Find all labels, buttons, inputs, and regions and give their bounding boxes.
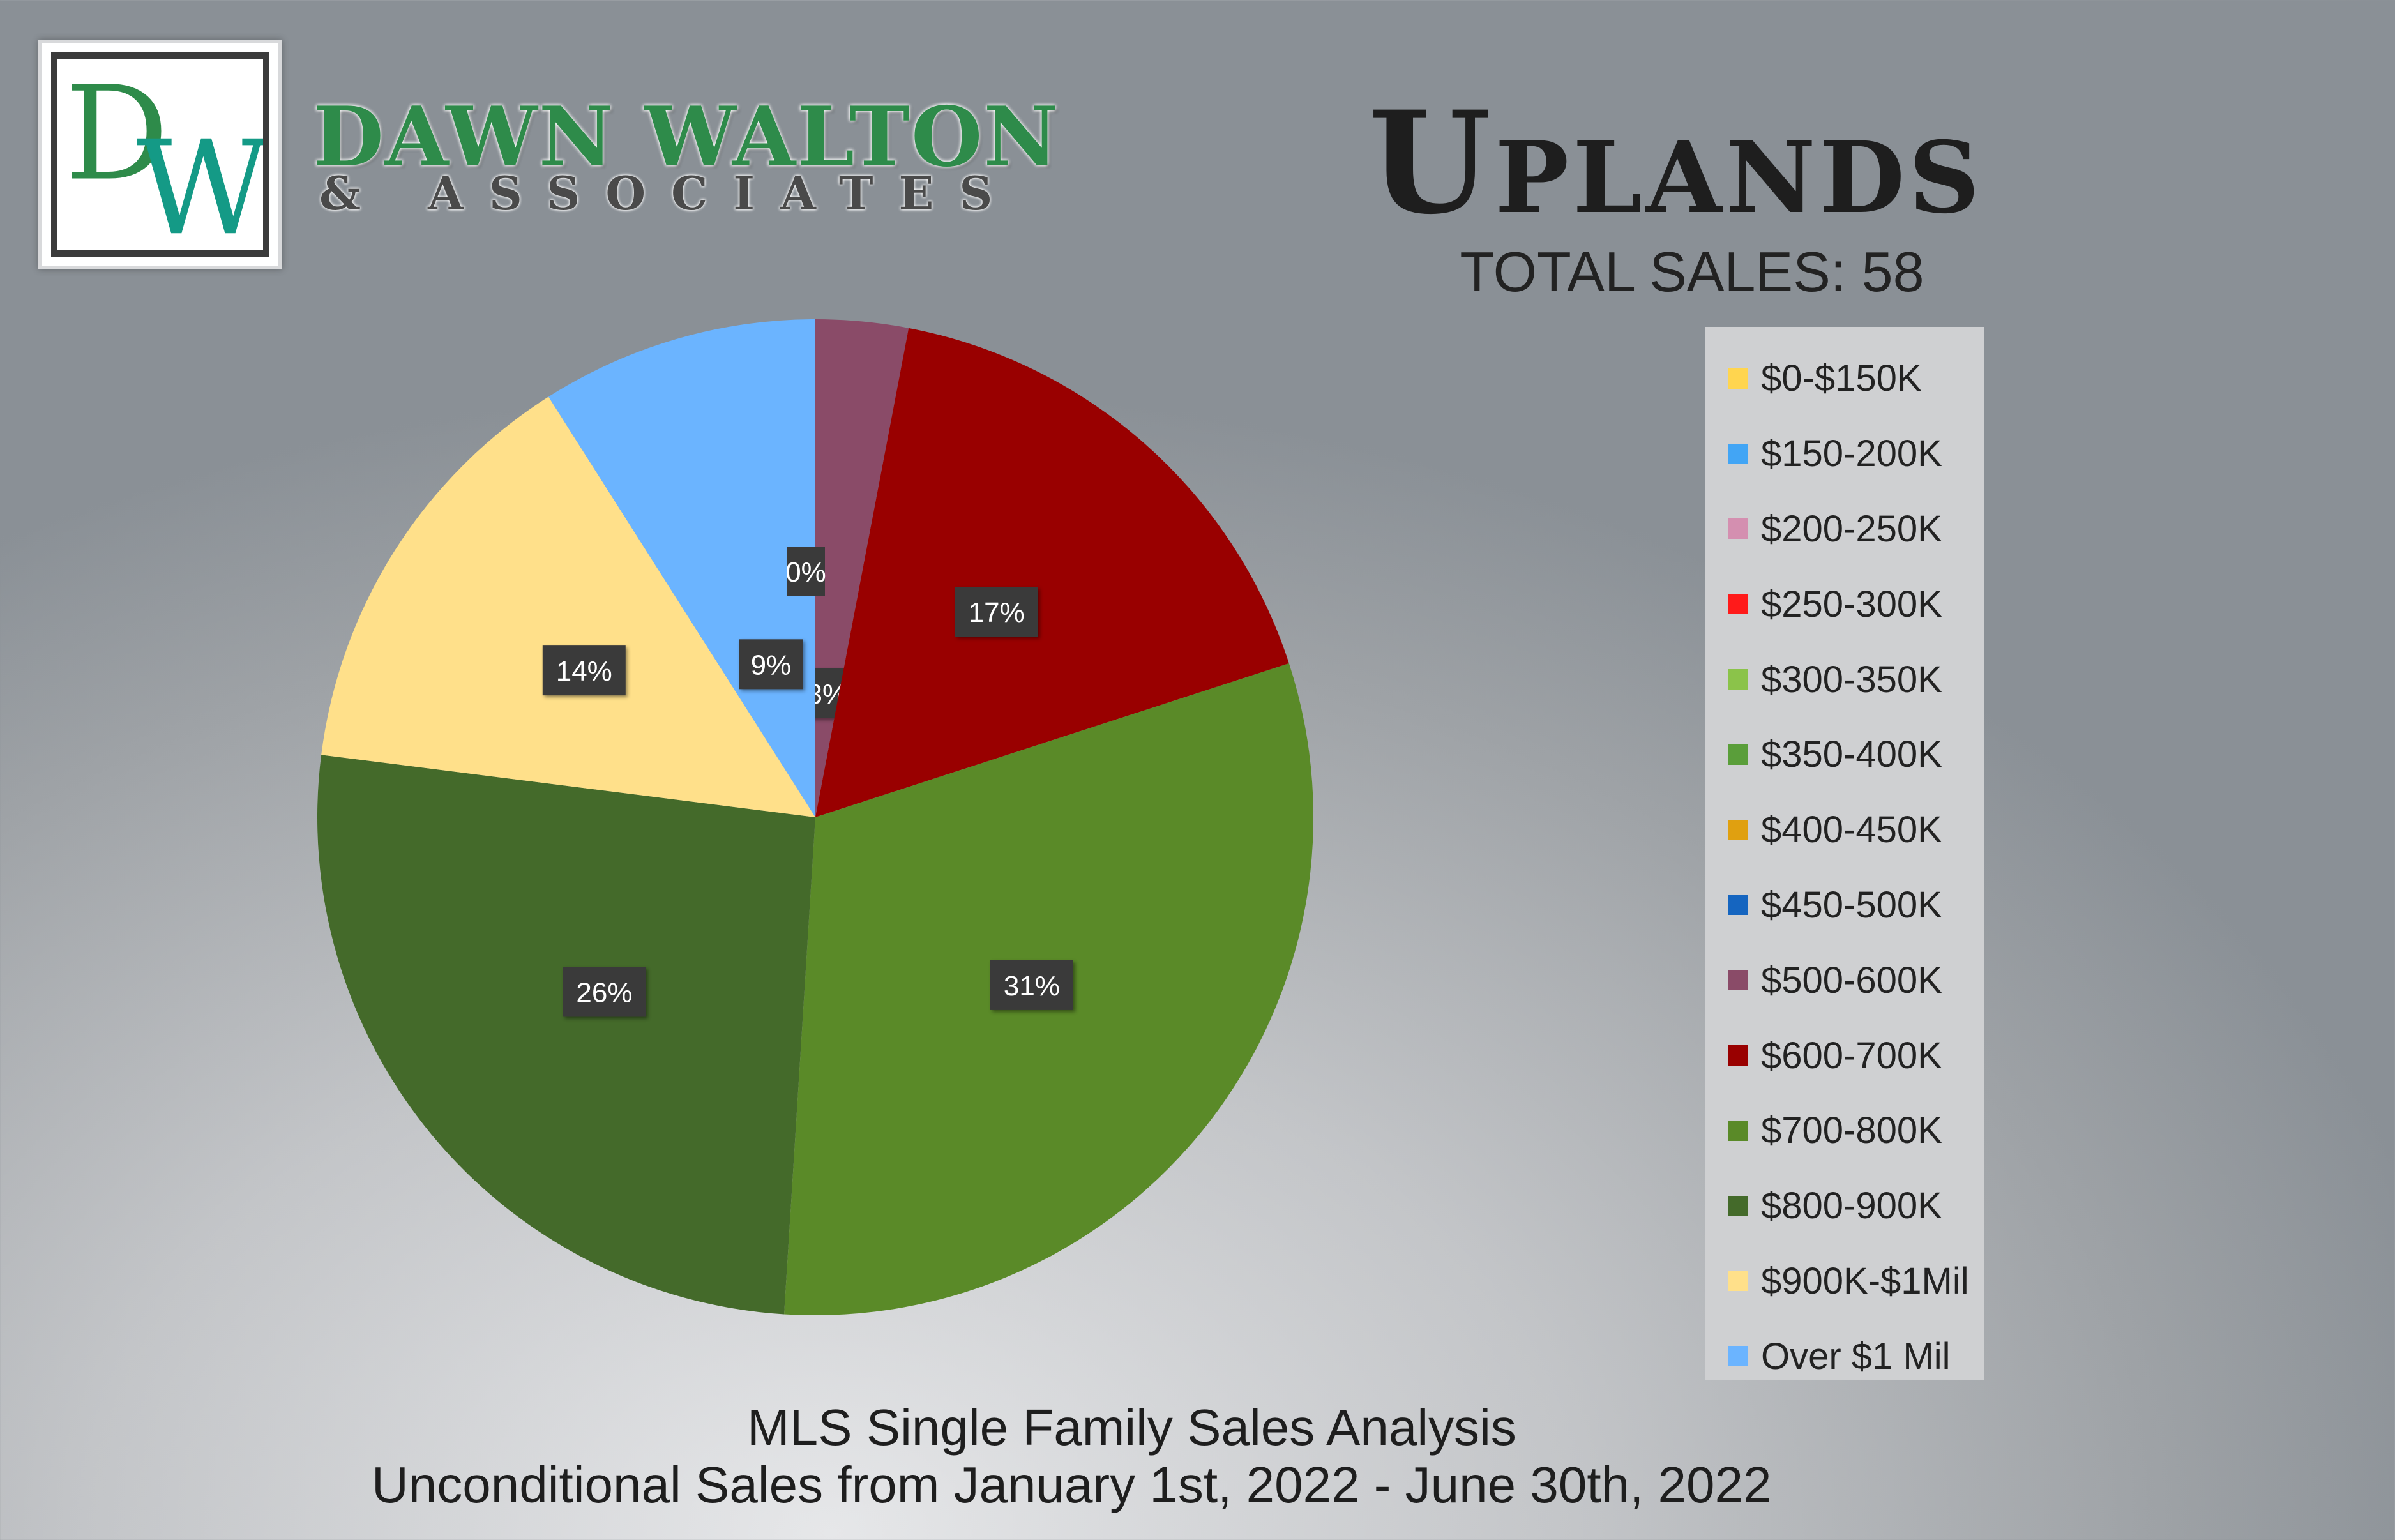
legend-swatch [1728, 1195, 1748, 1216]
data-label-text: 14% [556, 656, 612, 687]
data-label-box [787, 547, 825, 596]
pie-slice [317, 755, 816, 1315]
legend-item: $800-900K [1705, 1168, 1984, 1244]
legend-label: $600-700K [1761, 1034, 1942, 1076]
pie-slice [321, 396, 816, 817]
data-label-text: 0% [785, 557, 826, 588]
legend-label: $800-900K [1761, 1185, 1942, 1227]
legend-item: $0-$150K [1705, 341, 1984, 416]
legend-label: $0-$150K [1761, 358, 1922, 400]
data-label-text: 31% [1004, 970, 1060, 1002]
legend-swatch [1728, 895, 1748, 916]
data-label: 14% [542, 645, 626, 696]
legend-label: $700-800K [1761, 1110, 1942, 1152]
chart-legend: $0-$150K $150-200K $200-250K $250-300K $300-… [1705, 327, 1984, 1380]
legend-item: Over $1 Mil [1705, 1318, 1984, 1394]
legend-item: $500-600K [1705, 942, 1984, 1018]
legend-label: $150-200K [1761, 433, 1942, 475]
data-label: 17% [955, 587, 1038, 637]
logo-letter-w: W [137, 113, 264, 250]
brand-subname: & ASSOCIATES [319, 166, 1018, 220]
legend-item: $450-500K [1705, 868, 1984, 943]
data-label-box [542, 645, 626, 696]
legend-swatch [1728, 669, 1748, 690]
legend-swatch [1728, 1045, 1748, 1066]
brand-name: DAWN WALTON [313, 89, 1060, 185]
legend-label: $450-500K [1761, 884, 1942, 926]
logo-mark: D W [64, 59, 264, 250]
legend-item: $350-400K [1705, 717, 1984, 792]
pie-slice [548, 319, 815, 817]
logo: D W [38, 40, 282, 269]
legend-item: $700-800K [1705, 1093, 1984, 1168]
legend-label: $400-450K [1761, 809, 1942, 851]
data-label: 0% [785, 547, 826, 596]
legend-item: $400-450K [1705, 792, 1984, 868]
data-label-box [990, 960, 1073, 1010]
logo-letter-d: D [64, 59, 169, 210]
data-label-text: 9% [751, 649, 792, 681]
legend-item: $150-200K [1705, 416, 1984, 492]
legend-swatch [1728, 744, 1748, 765]
pie-slice [815, 328, 1289, 817]
legend-label: $250-300K [1761, 583, 1942, 625]
data-label-box [955, 587, 1038, 637]
legend-swatch [1728, 368, 1748, 389]
legend-label: $350-400K [1761, 734, 1942, 776]
legend-label: $900K-$1Mil [1761, 1260, 1969, 1302]
footer-subtitle: MLS Single Family Sales Analysis [747, 1399, 1516, 1456]
data-label: 26% [563, 967, 646, 1017]
legend-item: $600-700K [1705, 1018, 1984, 1093]
legend-swatch [1728, 819, 1748, 840]
data-label: 9% [739, 639, 803, 690]
data-label: 31% [990, 960, 1073, 1010]
legend-swatch [1728, 518, 1748, 540]
total-sales: TOTAL SALES: 58 [1460, 240, 1924, 303]
legend-swatch [1728, 1346, 1748, 1367]
data-label-text: 17% [969, 597, 1025, 628]
legend-swatch [1728, 443, 1748, 464]
legend-item: $300-350K [1705, 642, 1984, 717]
legend-item: $900K-$1Mil [1705, 1244, 1984, 1319]
footer-date-range: Unconditional Sales from January 1st, 20… [372, 1456, 1772, 1513]
data-label-box [563, 967, 646, 1017]
data-label-text: 26% [576, 977, 632, 1008]
legend-swatch [1728, 1271, 1748, 1292]
legend-swatch [1728, 970, 1748, 991]
legend-label: $500-600K [1761, 959, 1942, 1001]
page-title: Uplands [1368, 80, 1984, 245]
legend-swatch [1728, 1120, 1748, 1141]
legend-item: $250-300K [1705, 566, 1984, 642]
legend-label: $200-250K [1761, 508, 1942, 550]
data-label-box [739, 639, 803, 690]
legend-label: Over $1 Mil [1761, 1335, 1951, 1377]
legend-label: $300-350K [1761, 658, 1942, 700]
legend-item: $200-250K [1705, 492, 1984, 567]
legend-swatch [1728, 594, 1748, 615]
